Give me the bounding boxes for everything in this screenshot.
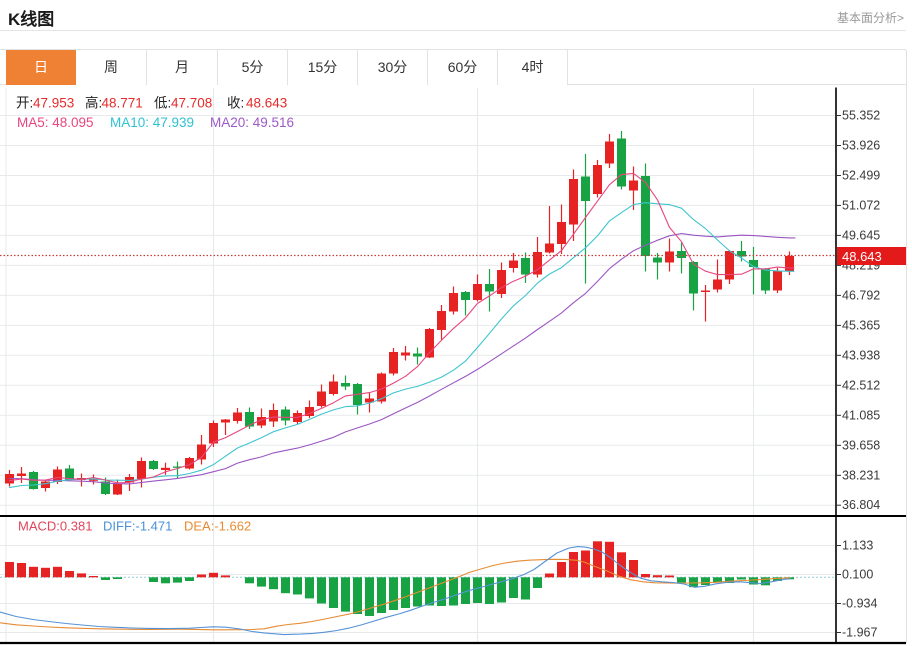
svg-text:收:: 收:: [227, 96, 244, 111]
svg-text:MA5: 48.095: MA5: 48.095: [17, 115, 94, 130]
svg-text:1.133: 1.133: [842, 539, 873, 553]
svg-text:46.792: 46.792: [842, 288, 880, 302]
svg-text:DEA:-1.662: DEA:-1.662: [184, 519, 251, 534]
svg-text:MACD:0.381: MACD:0.381: [18, 519, 92, 534]
svg-text:高:: 高:: [85, 95, 102, 111]
svg-text:-1.967: -1.967: [842, 626, 877, 640]
svg-text:48.643: 48.643: [246, 96, 287, 111]
svg-text:低:: 低:: [154, 96, 171, 111]
svg-text:48.771: 48.771: [102, 96, 143, 111]
svg-text:51.072: 51.072: [842, 198, 880, 212]
svg-text:52.499: 52.499: [842, 169, 880, 183]
svg-text:开:: 开:: [16, 96, 33, 111]
svg-text:39.658: 39.658: [842, 438, 880, 452]
svg-text:43.938: 43.938: [842, 348, 880, 362]
svg-text:-0.934: -0.934: [842, 597, 877, 611]
svg-text:49.645: 49.645: [842, 228, 880, 242]
svg-text:MA20: 49.516: MA20: 49.516: [210, 115, 294, 130]
svg-text:36.804: 36.804: [842, 498, 880, 512]
svg-text:47.708: 47.708: [171, 96, 212, 111]
svg-text:0.100: 0.100: [842, 568, 873, 582]
svg-text:47.953: 47.953: [33, 96, 74, 111]
svg-text:45.365: 45.365: [842, 318, 880, 332]
svg-text:DIFF:-1.471: DIFF:-1.471: [103, 519, 172, 534]
svg-text:53.926: 53.926: [842, 139, 880, 153]
svg-text:48.643: 48.643: [842, 249, 882, 264]
svg-text:42.512: 42.512: [842, 378, 880, 392]
svg-text:MA10: 47.939: MA10: 47.939: [110, 115, 194, 130]
svg-text:38.231: 38.231: [842, 468, 880, 482]
svg-text:55.352: 55.352: [842, 109, 880, 123]
svg-text:41.085: 41.085: [842, 408, 880, 422]
